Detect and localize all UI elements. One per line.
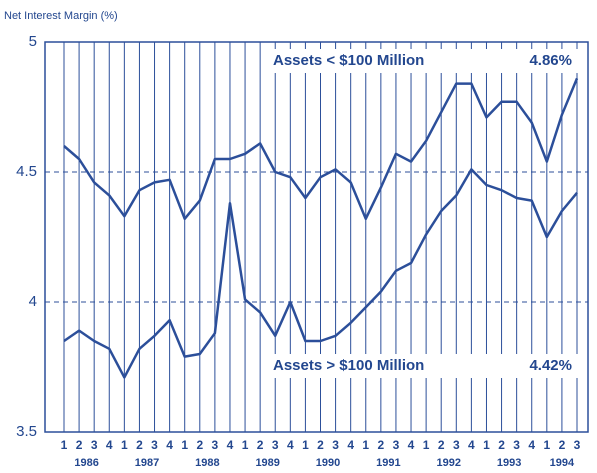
x-tick-label: 4 bbox=[468, 438, 475, 452]
x-tick-label: 1 bbox=[242, 438, 249, 452]
x-tick-label: 3 bbox=[332, 438, 339, 452]
x-tick-label: 2 bbox=[257, 438, 264, 452]
y-axis-title: Net Interest Margin (%) bbox=[4, 10, 118, 22]
x-tick-label: 2 bbox=[196, 438, 203, 452]
value-label: 4.42% bbox=[529, 357, 572, 374]
x-tick-label: 3 bbox=[212, 438, 219, 452]
x-tick-label: 3 bbox=[393, 438, 400, 452]
x-tick-label: 2 bbox=[498, 438, 505, 452]
x-tick-label: 4 bbox=[408, 438, 415, 452]
y-tick-label: 4.5 bbox=[16, 163, 37, 180]
year-label: 1986 bbox=[74, 457, 98, 469]
year-label: 1987 bbox=[135, 457, 159, 469]
x-tick-label: 3 bbox=[91, 438, 98, 452]
year-label: 1989 bbox=[255, 457, 279, 469]
x-tick-label: 2 bbox=[378, 438, 385, 452]
year-label: 1992 bbox=[437, 457, 461, 469]
x-tick-label: 3 bbox=[574, 438, 581, 452]
x-tick-label: 1 bbox=[423, 438, 430, 452]
x-tick-label: 1 bbox=[543, 438, 550, 452]
y-tick-label: 5 bbox=[29, 33, 37, 50]
x-tick-label: 3 bbox=[513, 438, 520, 452]
x-tick-label: 1 bbox=[483, 438, 490, 452]
x-tick-label: 4 bbox=[106, 438, 113, 452]
x-tick-label: 3 bbox=[272, 438, 279, 452]
plot-frame bbox=[44, 41, 589, 433]
year-label: 1993 bbox=[497, 457, 521, 469]
x-tick-label: 1 bbox=[362, 438, 369, 452]
series-label: Assets < $100 Million bbox=[273, 52, 424, 69]
x-tick-label: 2 bbox=[438, 438, 445, 452]
x-tick-label: 2 bbox=[76, 438, 83, 452]
annotation-box bbox=[268, 354, 580, 378]
x-tick-label: 2 bbox=[317, 438, 324, 452]
x-tick-label: 1 bbox=[61, 438, 68, 452]
x-tick-label: 1 bbox=[181, 438, 188, 452]
x-tick-label: 1 bbox=[302, 438, 309, 452]
x-tick-label: 2 bbox=[559, 438, 566, 452]
y-tick-label: 3.5 bbox=[16, 423, 37, 440]
x-tick-label: 4 bbox=[166, 438, 173, 452]
x-tick-label: 1 bbox=[121, 438, 128, 452]
x-tick-label: 3 bbox=[453, 438, 460, 452]
year-label: 1988 bbox=[195, 457, 219, 469]
series-line bbox=[63, 168, 578, 379]
x-tick-label: 4 bbox=[528, 438, 535, 452]
value-label: 4.86% bbox=[529, 52, 572, 69]
x-tick-label: 4 bbox=[347, 438, 354, 452]
series-line bbox=[63, 77, 579, 221]
x-tick-label: 3 bbox=[151, 438, 158, 452]
y-tick-label: 4 bbox=[29, 293, 37, 310]
annotation-box bbox=[268, 49, 580, 73]
year-label: 1994 bbox=[550, 457, 575, 469]
year-label: 1990 bbox=[316, 457, 340, 469]
x-tick-label: 4 bbox=[227, 438, 234, 452]
x-tick-label: 4 bbox=[287, 438, 294, 452]
x-tick-label: 2 bbox=[136, 438, 143, 452]
year-label: 1991 bbox=[376, 457, 400, 469]
series-label: Assets > $100 Million bbox=[273, 357, 424, 374]
